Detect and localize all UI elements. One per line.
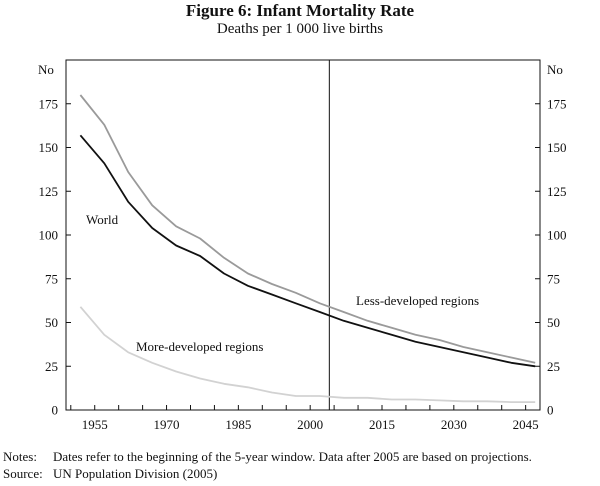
notes-label: Notes: <box>3 449 37 464</box>
y-tick-label-right: 50 <box>547 315 560 330</box>
annotation-more-developed: More-developed regions <box>136 339 263 354</box>
x-tick-label: 2030 <box>441 417 467 432</box>
source-label: Source: <box>3 466 43 481</box>
chart-subtitle: Deaths per 1 000 live births <box>216 21 384 37</box>
y-tick-label-right: 150 <box>547 140 567 155</box>
annotation-less-developed: Less-developed regions <box>356 293 479 308</box>
x-tick-label: 1970 <box>154 417 180 432</box>
y-tick-label-right: 100 <box>547 228 567 243</box>
x-tick-label: 2000 <box>297 417 323 432</box>
y-tick-label-right: 175 <box>547 96 567 111</box>
x-tick-label: 2015 <box>369 417 395 432</box>
y-axis-label-right: No <box>547 62 563 77</box>
y-tick-label-left: 50 <box>45 315 58 330</box>
x-tick-label: 1985 <box>225 417 251 432</box>
source-line: Source: UN Population Division (2005) <box>3 465 532 482</box>
chart-svg: 0 0 25 25 50 50 75 75 100 100 125 125 150 150 175 175 No… <box>38 59 567 432</box>
y-tick-label-left: 0 <box>52 403 59 418</box>
x-tick-label: 1955 <box>82 417 108 432</box>
series-line-world <box>79 134 536 368</box>
x-tick-label: 2045 <box>513 417 539 432</box>
notes-text: Dates refer to the beginning of the 5-ye… <box>53 449 532 464</box>
y-axis-label-left: No <box>38 62 54 77</box>
y-tick-label-left: 25 <box>45 359 58 374</box>
y-tick-label-right: 0 <box>547 403 554 418</box>
chart-title: Figure 6: Infant Mortality Rate <box>185 1 415 20</box>
y-tick-label-left: 175 <box>39 96 59 111</box>
notes-line: Notes: Dates refer to the beginning of th… <box>3 448 532 465</box>
y-tick-label-left: 150 <box>39 140 59 155</box>
plot-frame <box>65 59 541 411</box>
y-tick-label-left: 100 <box>39 228 59 243</box>
y-tick-label-right: 125 <box>547 184 567 199</box>
series-line-less-developed-regions <box>79 94 536 364</box>
y-tick-label-left: 75 <box>45 271 58 286</box>
series-line-more-developed-regions <box>79 306 536 404</box>
source-text: UN Population Division (2005) <box>53 466 218 481</box>
y-tick-label-right: 25 <box>547 359 560 374</box>
y-tick-label-right: 75 <box>547 271 560 286</box>
notes-block: Notes: Dates refer to the beginning of th… <box>3 448 532 482</box>
annotation-world: World <box>86 212 119 227</box>
y-tick-label-left: 125 <box>39 184 59 199</box>
